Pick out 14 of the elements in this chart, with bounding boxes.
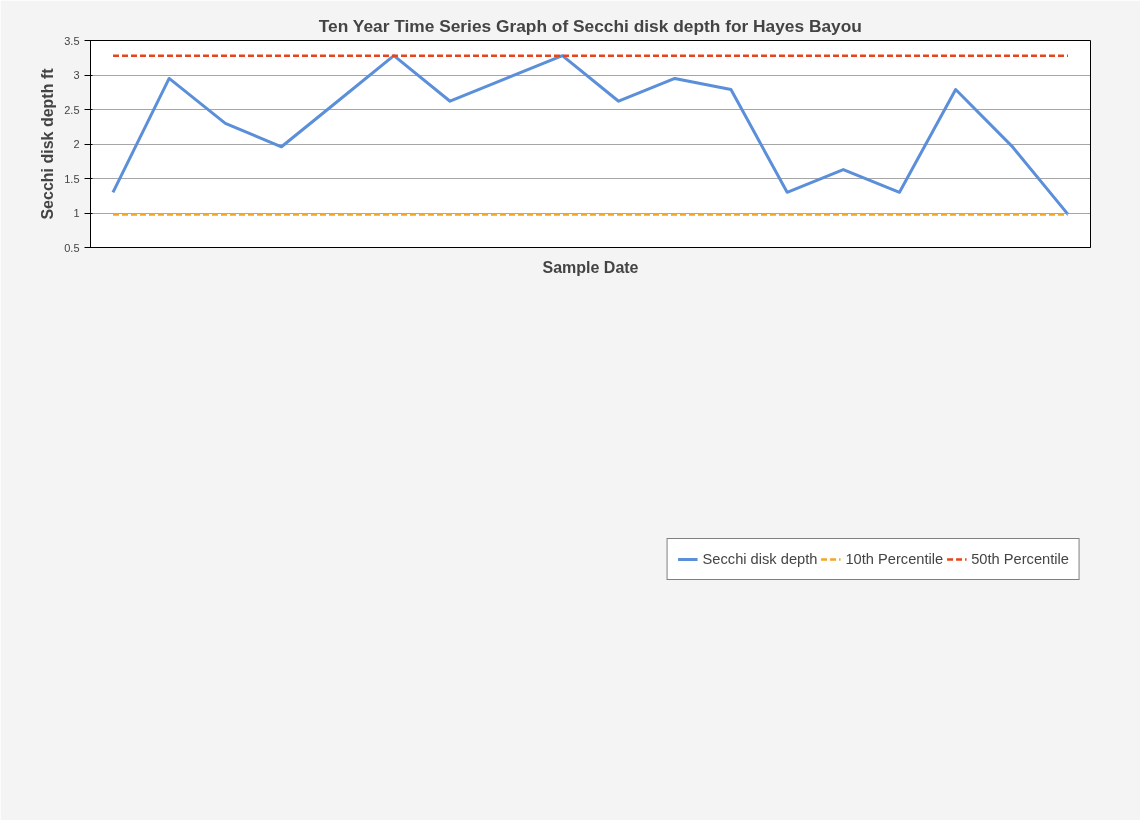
y-tick-label: 2 <box>73 138 80 150</box>
legend-label: Secchi disk depth <box>702 551 818 567</box>
y-tick-label: 3 <box>73 69 80 81</box>
y-tick-label: 1.5 <box>64 172 80 185</box>
y-tick-label: 0.5 <box>64 241 80 254</box>
y-axis-title: Secchi disk depth ft <box>39 67 57 220</box>
x-axis-title: Sample Date <box>542 258 639 276</box>
y-tick-label: 2.5 <box>64 103 80 116</box>
line-series <box>111 54 1070 216</box>
legend-label: 50th Percentile <box>971 551 1069 567</box>
chart-title: Ten Year Time Series Graph of Secchi disk depth for Hayes Bayou <box>318 15 862 36</box>
y-tick-label: 3.5 <box>64 34 80 47</box>
legend-label: 10th Percentile <box>845 551 944 567</box>
y-tick-label: 1 <box>73 207 80 219</box>
